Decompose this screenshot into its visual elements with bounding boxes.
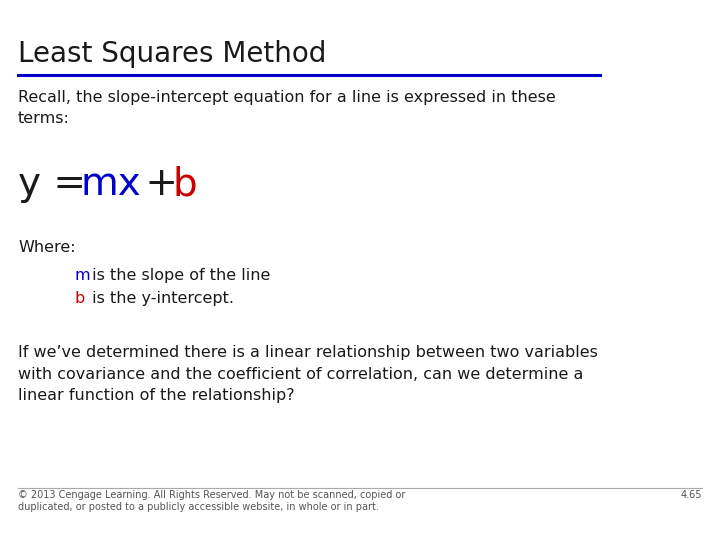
Text: b: b [173, 165, 197, 203]
Text: m: m [75, 268, 91, 283]
Text: © 2013 Cengage Learning. All Rights Reserved. May not be scanned, copied or
dupl: © 2013 Cengage Learning. All Rights Rese… [18, 490, 405, 512]
Text: Where:: Where: [18, 240, 76, 255]
Text: 4.65: 4.65 [680, 490, 702, 500]
Text: Recall, the slope-intercept equation for a line is expressed in these
terms:: Recall, the slope-intercept equation for… [18, 90, 556, 126]
Text: Least Squares Method: Least Squares Method [18, 40, 326, 68]
Text: b: b [75, 291, 85, 306]
Text: is the slope of the line: is the slope of the line [87, 268, 271, 283]
Text: is the y-intercept.: is the y-intercept. [87, 291, 234, 306]
Text: If we’ve determined there is a linear relationship between two variables
with co: If we’ve determined there is a linear re… [18, 345, 598, 403]
Text: mx: mx [80, 165, 140, 203]
Text: +: + [133, 165, 190, 203]
Text: y =: y = [18, 165, 99, 203]
